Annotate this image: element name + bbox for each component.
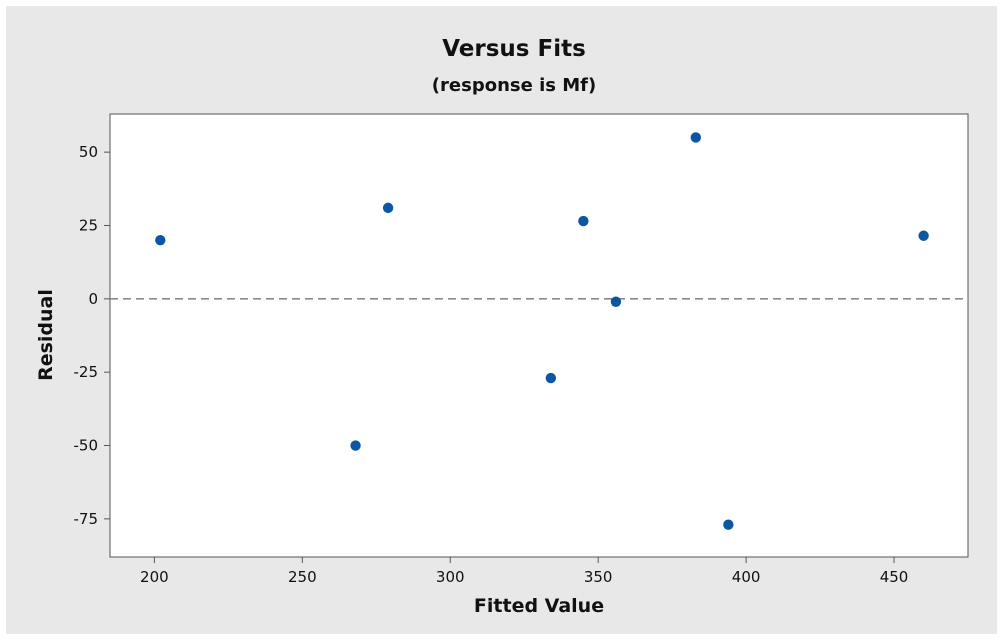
plot-area	[109, 113, 969, 558]
data-point	[155, 234, 166, 246]
data-points	[155, 132, 929, 530]
y-tick-label: -50	[74, 437, 99, 455]
y-axis-label: Residual	[35, 289, 57, 381]
chart-subtitle: (response is Mf)	[432, 75, 596, 96]
x-tick-label: 400	[732, 568, 761, 586]
y-tick-label: -75	[74, 510, 99, 528]
x-tick-label: 450	[880, 568, 909, 586]
x-axis-label: Fitted Value	[474, 595, 604, 617]
data-point	[610, 296, 622, 307]
x-tick-label: 200	[140, 568, 169, 586]
chart-title: Versus Fits	[442, 36, 586, 62]
data-point	[690, 132, 702, 143]
y-tick-label: 50	[79, 143, 98, 161]
data-point	[382, 202, 394, 214]
x-tick-label: 250	[288, 568, 317, 586]
x-tick-label: 300	[436, 568, 465, 586]
x-tick-label: 350	[584, 568, 613, 586]
data-point	[918, 230, 929, 241]
data-point	[578, 215, 589, 227]
y-tick-label: -25	[74, 363, 99, 381]
data-point	[545, 372, 557, 384]
data-point	[723, 519, 734, 530]
data-point	[350, 440, 361, 451]
y-tick-label: 25	[79, 216, 98, 234]
y-tick-label: 0	[88, 290, 98, 308]
